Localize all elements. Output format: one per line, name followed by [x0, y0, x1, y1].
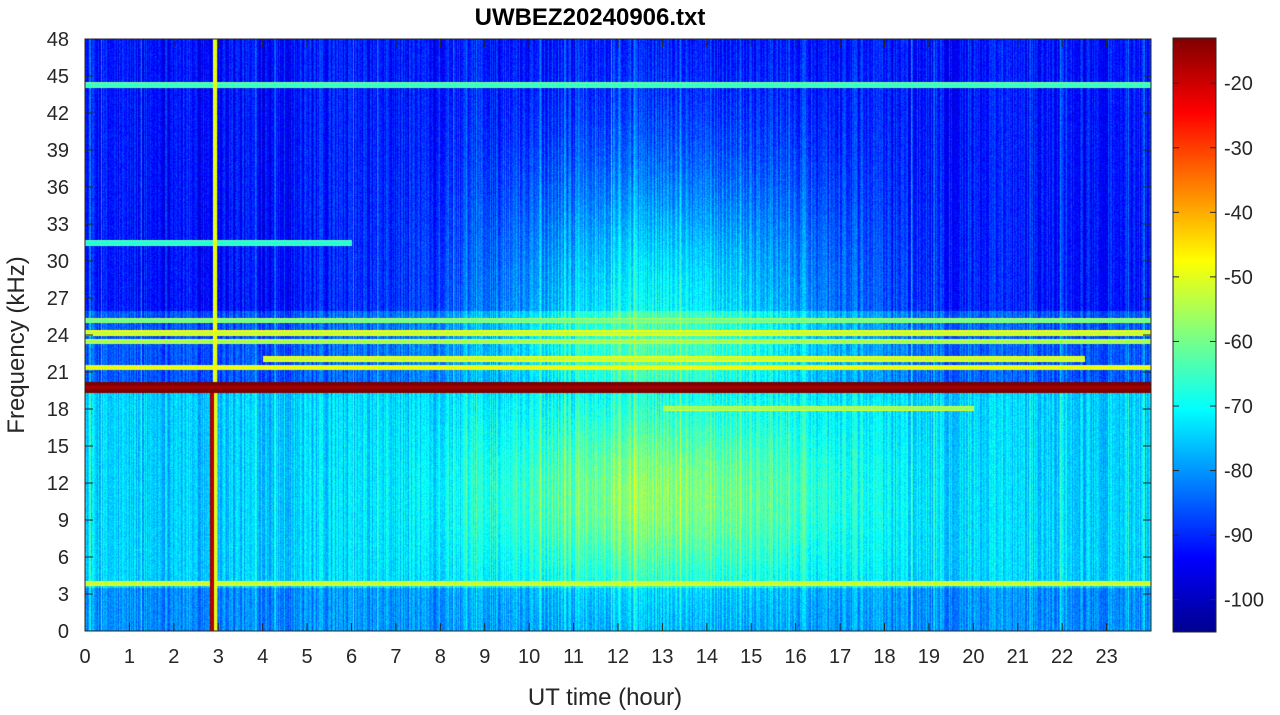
x-axis-ticks: 0 1 2 3 4 5 6 7 8 9 10 11 12 13 14 15 16 17 18 19 20 21 22 23 — [79, 39, 1118, 668]
colorbar-tick-label: -100 — [1224, 590, 1264, 612]
y-tick-label: 21 — [47, 362, 69, 384]
y-tick-label: 36 — [47, 177, 69, 199]
y-tick-label: 12 — [47, 473, 69, 495]
chart-title: UWBEZ20240906.txt — [475, 4, 706, 31]
colorbar-ticks: -20 -30 -40 -50 -60 -70 -80 -90 -100 — [1173, 73, 1264, 612]
x-tick-label: 10 — [518, 646, 540, 668]
y-axis-label: Frequency (kHz) — [3, 256, 30, 433]
x-tick-label: 17 — [829, 646, 851, 668]
colorbar-tick-label: -90 — [1224, 525, 1253, 547]
plot-area — [84, 38, 1152, 632]
y-tick-label: 27 — [47, 288, 69, 310]
x-tick-label: 5 — [302, 646, 313, 668]
x-tick-label: 7 — [390, 646, 401, 668]
x-tick-label: 21 — [1007, 646, 1029, 668]
colorbar-tick-label: -70 — [1224, 396, 1253, 418]
colorbar-gradient — [1172, 37, 1217, 633]
x-tick-label: 18 — [873, 646, 895, 668]
x-tick-label: 13 — [651, 646, 673, 668]
colorbar-tick-label: -80 — [1224, 461, 1253, 483]
x-tick-label: 1 — [124, 646, 135, 668]
y-tick-label: 45 — [47, 66, 69, 88]
x-tick-label: 9 — [479, 646, 490, 668]
x-tick-label: 19 — [918, 646, 940, 668]
x-tick-label: 23 — [1095, 646, 1117, 668]
x-tick-label: 20 — [962, 646, 984, 668]
x-tick-label: 6 — [346, 646, 357, 668]
y-tick-label: 42 — [47, 103, 69, 125]
y-tick-label: 15 — [47, 436, 69, 458]
y-tick-label: 48 — [47, 29, 69, 51]
colorbar-tick-label: -50 — [1224, 267, 1253, 289]
colorbar-tick-label: -40 — [1224, 202, 1253, 224]
x-tick-label: 11 — [563, 646, 584, 668]
spectrogram-heatmap — [85, 39, 1151, 631]
x-tick-label: 12 — [607, 646, 629, 668]
y-tick-label: 30 — [47, 251, 69, 273]
x-tick-label: 0 — [79, 646, 90, 668]
y-tick-label: 9 — [58, 510, 69, 532]
x-tick-label: 3 — [213, 646, 224, 668]
y-tick-label: 6 — [58, 547, 69, 569]
y-tick-label: 33 — [47, 214, 69, 236]
x-tick-label: 8 — [435, 646, 446, 668]
x-axis-label: UT time (hour) — [528, 684, 682, 711]
x-tick-label: 22 — [1051, 646, 1073, 668]
x-tick-label: 16 — [785, 646, 807, 668]
x-tick-label: 2 — [168, 646, 179, 668]
colorbar-tick-label: -30 — [1224, 138, 1253, 160]
colorbar: -20 -30 -40 -50 -60 -70 -80 -90 -100 — [1172, 37, 1264, 633]
y-tick-label: 24 — [47, 325, 69, 347]
x-tick-label: 4 — [257, 646, 268, 668]
colorbar-tick-label: -60 — [1224, 331, 1253, 353]
y-tick-label: 18 — [47, 399, 69, 421]
y-tick-label: 0 — [58, 621, 69, 643]
y-tick-label: 3 — [58, 584, 69, 606]
x-tick-label: 14 — [696, 646, 718, 668]
colorbar-tick-label: -20 — [1224, 73, 1253, 95]
y-tick-label: 39 — [47, 140, 69, 162]
x-tick-label: 15 — [740, 646, 762, 668]
